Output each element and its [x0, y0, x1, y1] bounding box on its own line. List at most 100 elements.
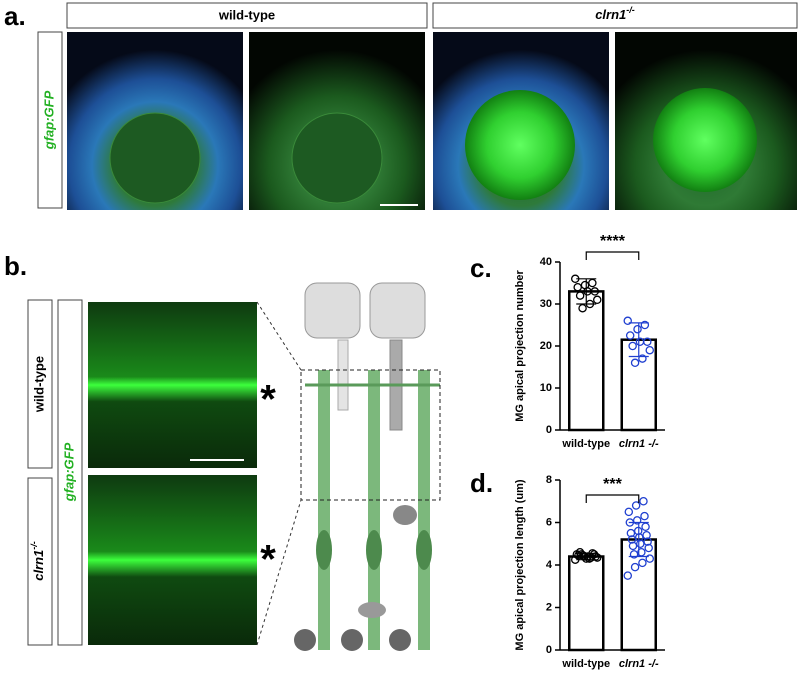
nucleus [316, 530, 332, 570]
data-point [627, 535, 637, 544]
y-tick-label: 10 [540, 382, 552, 394]
data-point [630, 562, 640, 572]
data-point [642, 531, 651, 540]
side-box [27, 299, 53, 469]
side-label: wild-type [31, 356, 46, 413]
data-point [623, 571, 633, 580]
data-point [631, 501, 641, 510]
bar [568, 555, 605, 652]
data-point [633, 324, 642, 334]
data-point [583, 552, 593, 561]
y-axis-label: MG apical projection number [514, 269, 526, 421]
rpe-cell [369, 282, 426, 339]
lens [109, 112, 201, 204]
zoom-line [256, 301, 302, 371]
y-tick-label: 0 [546, 424, 552, 436]
y-axis-label: MG apical projection length (um) [514, 479, 526, 650]
data-point [640, 511, 649, 521]
rod [337, 339, 349, 411]
y-tick-label: 30 [540, 298, 552, 310]
reporter-label: gfap:GFP [61, 442, 76, 502]
bar [568, 290, 605, 432]
muller-glia [418, 370, 430, 650]
zoom-line [256, 499, 302, 646]
x-tick-label: wild-type [561, 438, 610, 450]
data-point [635, 337, 645, 347]
data-point [645, 554, 655, 563]
muller-glia [368, 370, 380, 650]
data-point [624, 507, 634, 517]
data-point [588, 278, 597, 288]
nucleus [416, 530, 432, 570]
data-point [628, 341, 637, 351]
data-point [644, 543, 653, 553]
panel-label: c. [470, 253, 492, 283]
data-point [575, 291, 585, 300]
data-point [626, 528, 636, 538]
data-point [638, 354, 647, 363]
significance: **** [600, 233, 626, 250]
y-tick-label: 6 [546, 516, 552, 528]
data-point [643, 537, 652, 546]
y-tick-label: 8 [546, 474, 552, 486]
data-point [633, 526, 643, 536]
superscript: -/- [626, 5, 635, 15]
side-box [27, 477, 53, 646]
cell [358, 602, 386, 618]
lens [291, 112, 383, 204]
data-point [636, 539, 645, 549]
ganglion-cell [389, 629, 411, 651]
y-tick-label: 0 [546, 644, 552, 656]
data-point [629, 550, 639, 559]
gene: clrn1 [595, 7, 626, 22]
panel-label: d. [470, 468, 493, 498]
ganglion-cell [294, 629, 316, 651]
data-point [640, 320, 650, 330]
data-point [593, 295, 602, 305]
header-box [432, 2, 798, 29]
y-tick-label: 4 [546, 559, 553, 571]
asterisk: * [260, 378, 276, 422]
reporter-label: gfap:GFP [41, 90, 56, 150]
asterisk: * [260, 538, 276, 582]
charts: MG apical projection number010203040wild… [514, 233, 665, 670]
side-label: clrn1-/- [29, 541, 46, 581]
muller-glia [318, 370, 330, 650]
data-point [585, 554, 594, 563]
superscript: -/- [29, 541, 39, 550]
cell [393, 505, 417, 525]
data-point [585, 299, 595, 309]
y-tick-label: 2 [546, 601, 552, 613]
data-point [578, 303, 587, 313]
data-point [571, 274, 580, 284]
y-tick-label: 40 [540, 256, 552, 268]
y-tick-label: 20 [540, 340, 552, 352]
data-point [645, 345, 655, 355]
data-point [623, 316, 633, 326]
lens [465, 90, 575, 200]
data-point [572, 550, 582, 559]
data-point [639, 496, 648, 506]
zoom-box [300, 369, 441, 501]
header: wild-type [218, 7, 275, 22]
image [88, 475, 257, 645]
x-tick-label: wild-type [561, 658, 610, 670]
rpe-cell [304, 282, 361, 339]
header: clrn1-/- [595, 5, 635, 22]
data-point [638, 558, 647, 568]
x-tick-label: clrn1 -/- [619, 438, 659, 450]
data-point [625, 518, 635, 527]
nucleus [366, 530, 382, 570]
side-box [37, 31, 63, 209]
micrographs [67, 32, 797, 210]
significance-bracket [585, 494, 640, 503]
significance-bracket [585, 251, 640, 260]
lens [653, 88, 757, 192]
data-point [630, 358, 640, 368]
panel-label: a. [4, 1, 26, 31]
data-point [628, 541, 638, 551]
x-tick-label: clrn1 -/- [619, 658, 659, 670]
data-point [574, 551, 583, 560]
schematic [256, 282, 441, 651]
